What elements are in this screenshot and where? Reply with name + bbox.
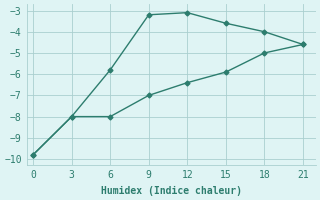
X-axis label: Humidex (Indice chaleur): Humidex (Indice chaleur) xyxy=(101,186,242,196)
